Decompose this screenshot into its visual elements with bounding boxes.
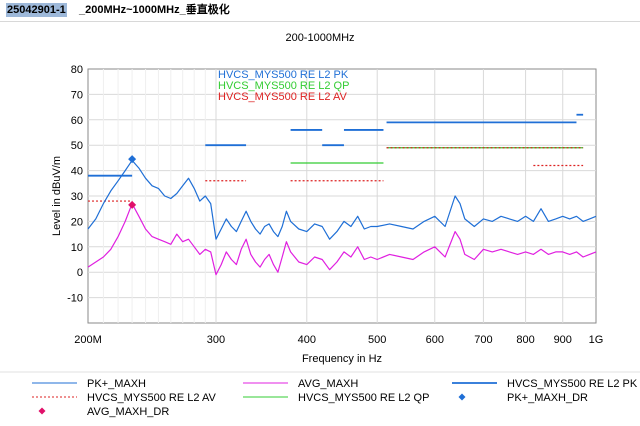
- report-id: 25042901-1: [6, 3, 67, 17]
- y-tick-label: 70: [71, 89, 83, 101]
- series-group: [87, 159, 597, 276]
- marker-diamond: [128, 155, 137, 164]
- x-tick-label: 800: [516, 334, 534, 346]
- y-tick-label: 10: [71, 242, 83, 254]
- legend-label: PK+_MAXH_DR: [507, 392, 588, 404]
- y-axis-ticks: -10 0 10 20 30 40 50 60 70 80: [67, 64, 83, 305]
- legend-label: HVCS_MYS500 RE L2 AV: [87, 392, 216, 404]
- report-title: _200MHz~1000MHz_垂直极化: [79, 4, 230, 16]
- limit-lines: [88, 113, 584, 202]
- legend: PK+_MAXH AVG_MAXH HVCS_MYS500 RE L2 PK HVCS…: [32, 378, 638, 418]
- x-axis-label: Frequency in Hz: [302, 353, 382, 365]
- x-tick-label: 200M: [74, 334, 102, 346]
- x-tick-label: 900: [554, 334, 572, 346]
- inline-legend-label: HVCS_MYS500 RE L2 PK: [218, 69, 349, 81]
- header-divider: [0, 21, 640, 22]
- grid: [88, 69, 596, 323]
- y-tick-label: 30: [71, 191, 83, 203]
- x-tick-label: 400: [298, 334, 316, 346]
- series-line-avg: [87, 203, 597, 276]
- x-tick-label: 600: [426, 334, 444, 346]
- legend-label: AVG_MAXH_DR: [87, 406, 169, 418]
- y-tick-label: -10: [67, 293, 83, 305]
- x-tick-label: 300: [207, 334, 225, 346]
- y-tick-label: 20: [71, 216, 83, 228]
- y-axis-label: Level in dBuV/m: [51, 156, 63, 236]
- legend-label: PK+_MAXH: [87, 378, 146, 390]
- legend-label: AVG_MAXH: [298, 378, 358, 390]
- chart-title: 200-1000MHz: [285, 32, 354, 44]
- report-header: 25042901-1 _200MHz~1000MHz_垂直极化: [0, 0, 640, 22]
- y-tick-label: 40: [71, 166, 83, 178]
- legend-label: HVCS_MYS500 RE L2 QP: [298, 392, 429, 404]
- y-tick-label: 0: [77, 267, 83, 279]
- series-line-pk: [87, 159, 597, 240]
- inline-legend-label: HVCS_MYS500 RE L2 AV: [218, 91, 347, 103]
- x-tick-label: 700: [474, 334, 492, 346]
- markers-group: [128, 155, 137, 209]
- legend-swatch: [38, 407, 46, 415]
- inline-legend-label: HVCS_MYS500 RE L2 QP: [218, 80, 349, 92]
- y-tick-label: 60: [71, 115, 83, 127]
- x-tick-label: 500: [368, 334, 386, 346]
- x-tick-label: 1G: [589, 334, 604, 346]
- legend-label: HVCS_MYS500 RE L2 PK: [507, 378, 638, 390]
- legend-swatch: [458, 393, 466, 401]
- marker-diamond: [128, 200, 137, 209]
- y-tick-label: 50: [71, 140, 83, 152]
- y-tick-label: 80: [71, 64, 83, 76]
- x-axis-ticks: 200M 300 400 500 600 700 800 900 1G: [74, 334, 603, 346]
